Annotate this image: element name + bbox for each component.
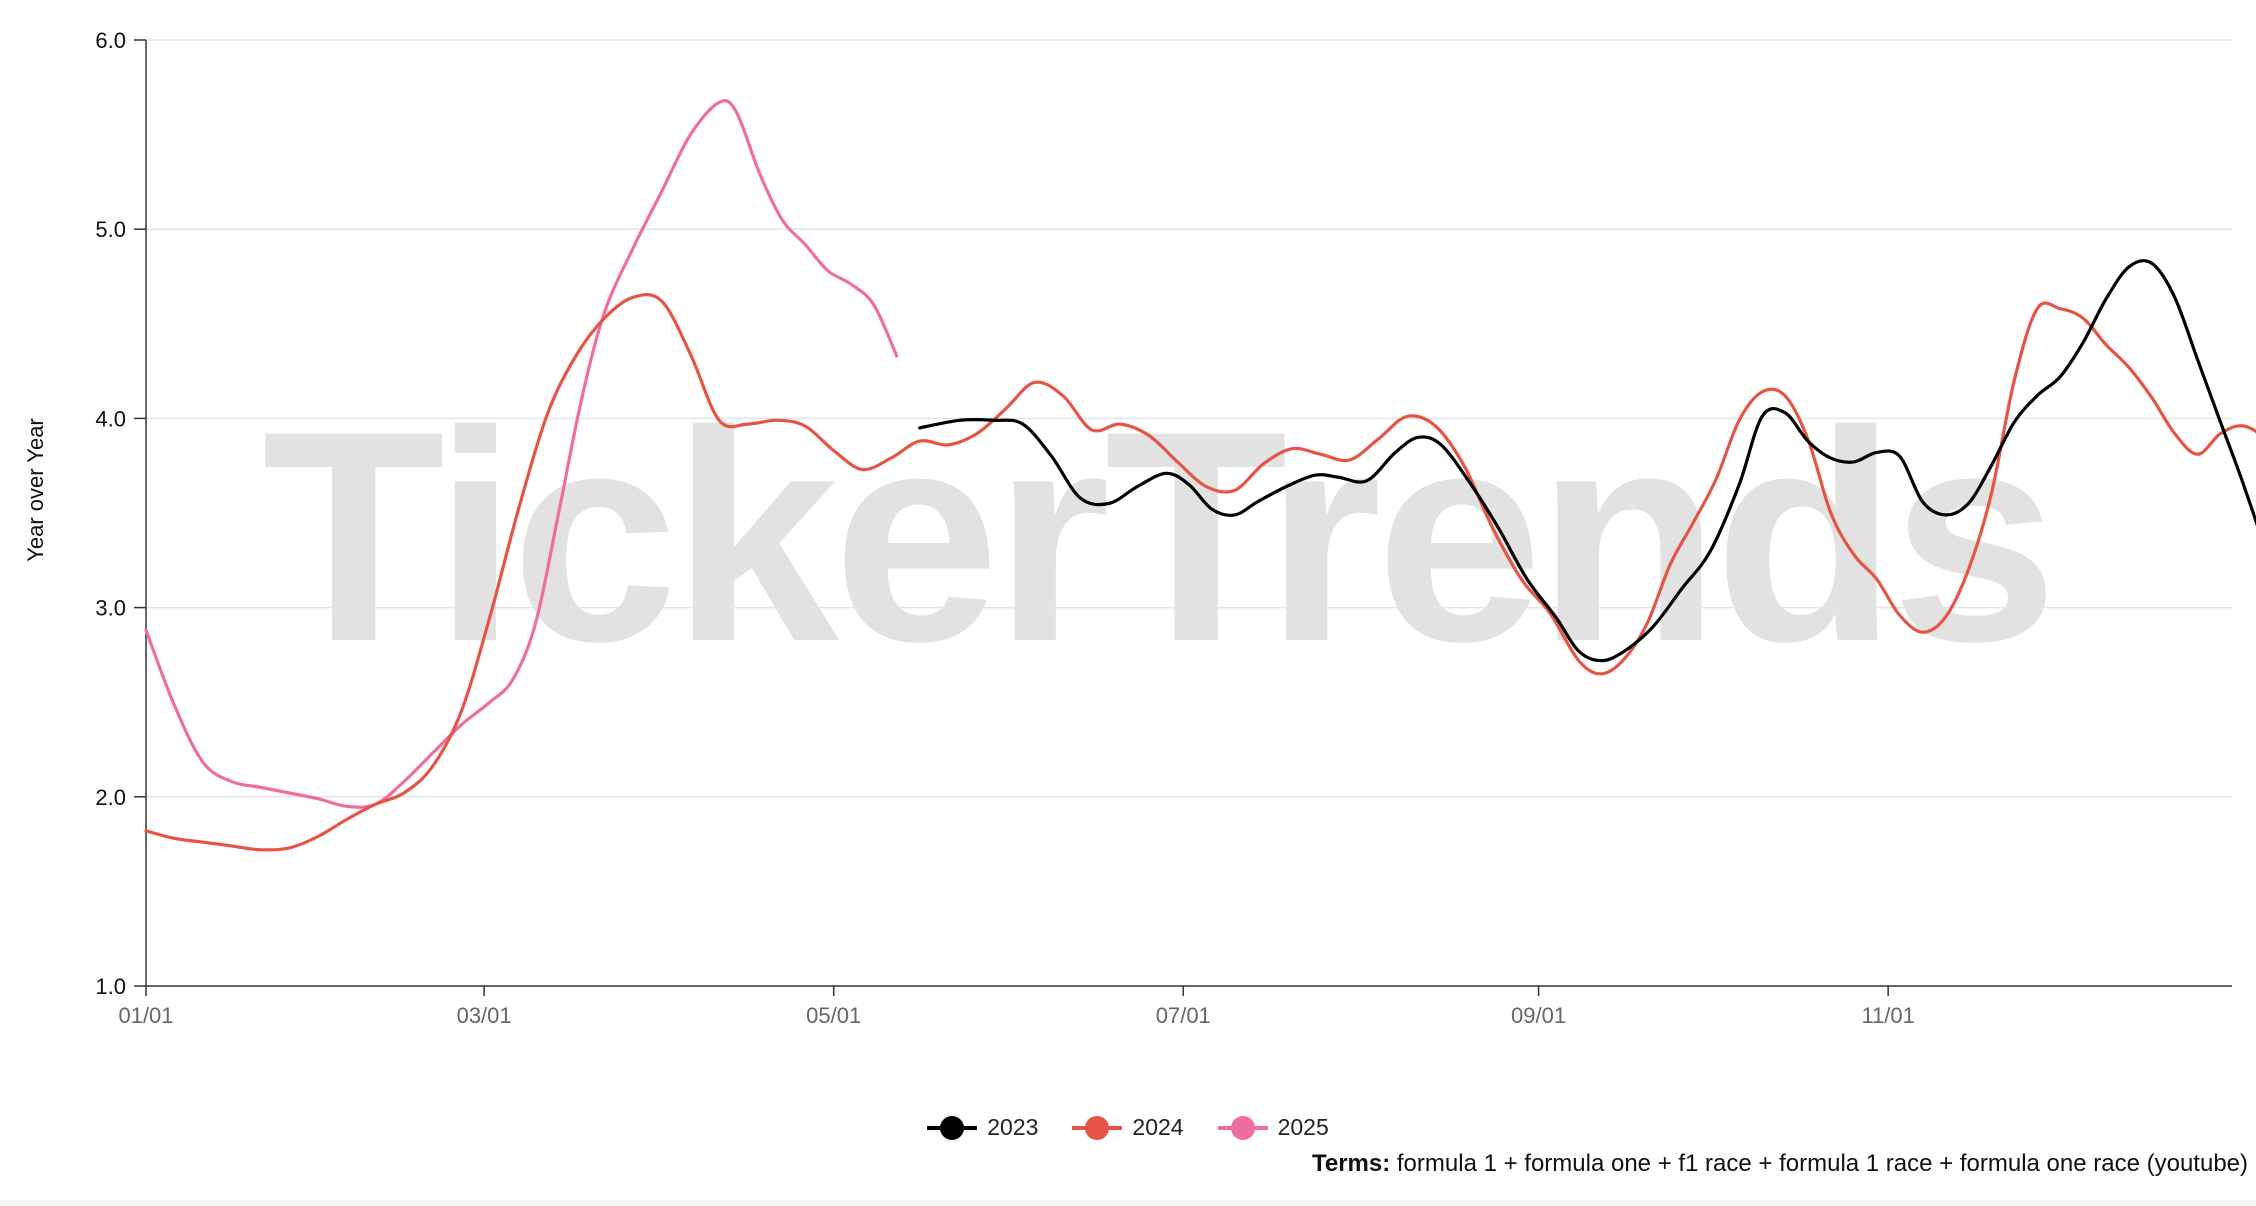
y-tick-label: 2.0 <box>95 785 126 810</box>
x-tick-label: 03/01 <box>457 1003 512 1028</box>
legend-label: 2023 <box>987 1114 1039 1140</box>
axes: 1.0 2.0 3.0 4.0 5.0 6.0 01/01 03/01 05/01 07/01 09… <box>95 28 2232 1028</box>
y-tick-label: 5.0 <box>95 217 126 242</box>
y-tick-label: 3.0 <box>95 596 126 621</box>
legend-item-2024[interactable]: 2024 <box>1072 1114 1184 1141</box>
search-terms: Terms: formula 1 + formula one + f1 race… <box>1312 1150 2248 1178</box>
legend: 2023 2024 2025 <box>0 1114 2256 1141</box>
x-tick-label: 11/01 <box>1861 1003 1914 1028</box>
y-tick-label: 4.0 <box>95 406 126 431</box>
terms-label: Terms: <box>1311 1150 1391 1177</box>
x-tick-label: 07/01 <box>1156 1003 1211 1028</box>
terms-value: formula 1 + formula one + f1 race + form… <box>1396 1150 2248 1177</box>
legend-label: 2025 <box>1277 1114 1329 1140</box>
y-tick-label: 6.0 <box>95 28 126 53</box>
series-line-2025 <box>144 99 899 809</box>
series-lines <box>144 99 2256 852</box>
series-line-2023 <box>918 259 2256 663</box>
y-tick-label: 1.0 <box>95 974 126 999</box>
legend-swatch <box>1217 1115 1268 1140</box>
y-axis-title: Year over Year <box>23 418 48 562</box>
x-tick-label: 09/01 <box>1511 1003 1566 1028</box>
series-line-2024 <box>144 292 2256 852</box>
x-tick-label: 01/01 <box>118 1003 173 1028</box>
legend-item-2023[interactable]: 2023 <box>927 1114 1038 1141</box>
legend-swatch <box>927 1115 978 1140</box>
x-tick-label: 05/01 <box>806 1003 861 1028</box>
bottom-strip <box>0 1200 2256 1206</box>
legend-label: 2024 <box>1132 1114 1184 1140</box>
legend-item-2025[interactable]: 2025 <box>1217 1114 1329 1141</box>
legend-swatch <box>1072 1115 1123 1140</box>
